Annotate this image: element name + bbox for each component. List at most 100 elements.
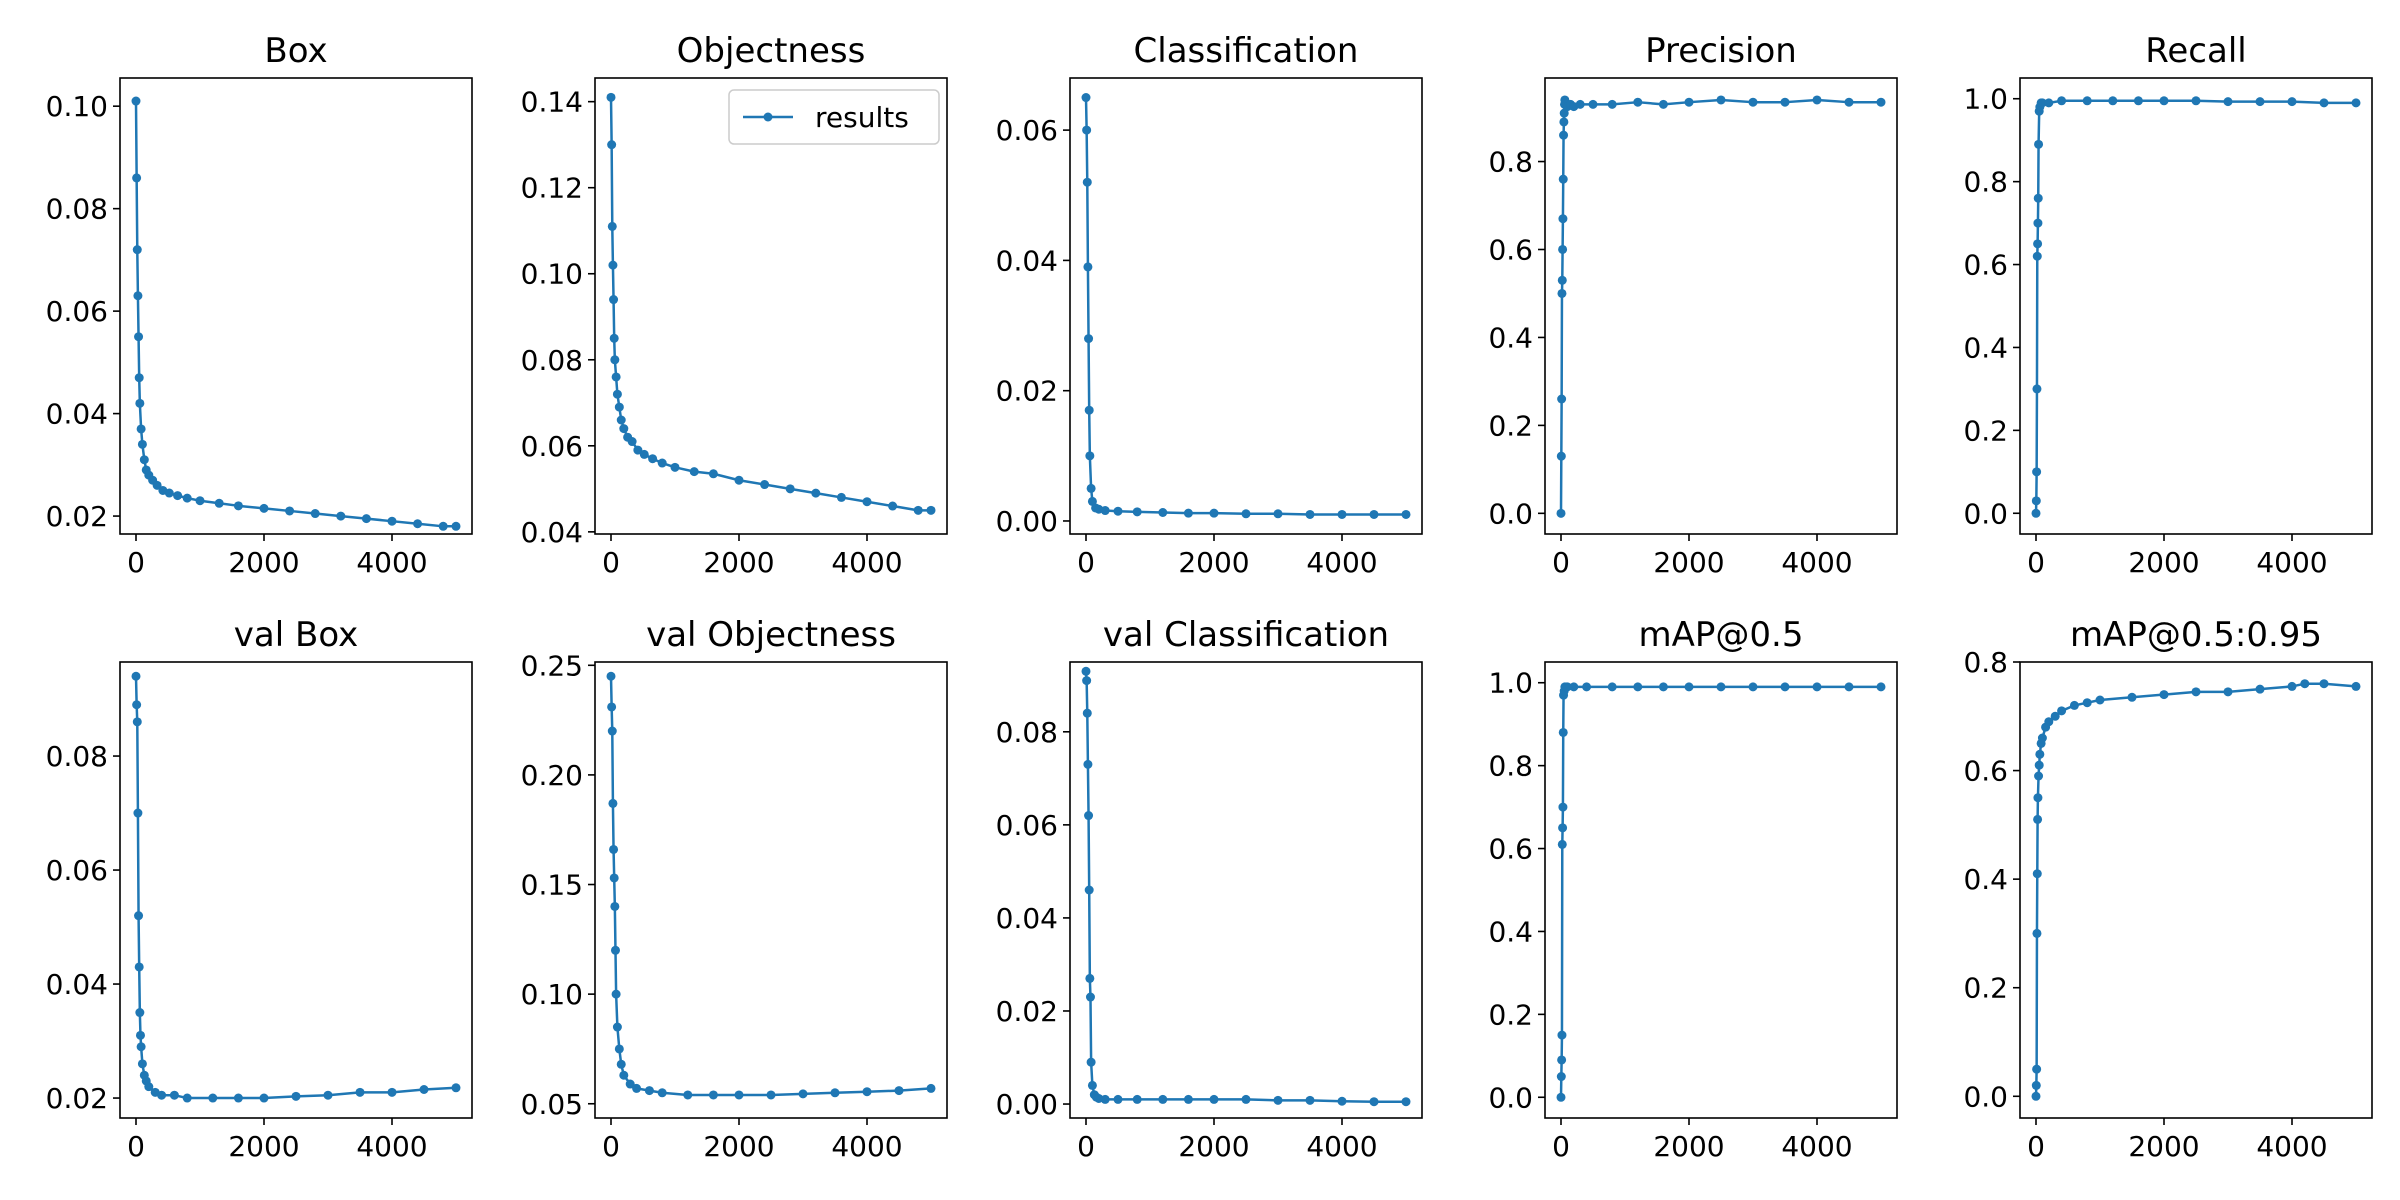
data-point: [1557, 394, 1567, 404]
x-tick-label: 2000: [2128, 1130, 2199, 1163]
data-point: [135, 1008, 145, 1018]
data-point: [619, 1070, 629, 1080]
data-point: [131, 96, 141, 106]
data-point: [1557, 288, 1567, 298]
data-point: [607, 702, 617, 712]
y-tick-label: 0.10: [46, 90, 108, 123]
y-tick-label: 0.02: [46, 1082, 108, 1115]
data-point: [1085, 451, 1095, 461]
data-point: [683, 1090, 693, 1100]
y-tick-label: 0.8: [1963, 166, 2008, 199]
x-tick-label: 2000: [228, 1130, 299, 1163]
data-point: [612, 1022, 622, 1032]
data-point: [616, 415, 626, 425]
data-point: [2108, 96, 2118, 106]
y-tick-label: 0.6: [1963, 249, 2008, 282]
subplot-val-objectness: val Objectness 0 2000 4000 0.05 0.10 0.15 0.20 0…: [521, 615, 948, 1163]
data-point: [2255, 97, 2265, 107]
data-point: [1369, 509, 1379, 519]
data-point: [169, 1090, 179, 1100]
data-point: [1183, 508, 1193, 518]
y-tick-label: 0.0: [1488, 1081, 1533, 1114]
x-tick-label: 0: [602, 546, 620, 579]
axes-frame: [1544, 661, 1898, 1119]
data-point: [607, 221, 617, 231]
series-results: [1556, 95, 1886, 518]
data-point: [1113, 1094, 1123, 1104]
data-point: [1081, 93, 1091, 103]
data-point: [926, 1083, 936, 1093]
data-point: [1558, 244, 1568, 254]
data-point: [1083, 262, 1093, 272]
data-point: [609, 844, 619, 854]
data-point: [2032, 251, 2042, 261]
x-tick-label: 2000: [1178, 1130, 1249, 1163]
data-point: [1812, 95, 1822, 105]
x-tick-label: 4000: [356, 1130, 427, 1163]
subplot-title: val Box: [234, 615, 358, 655]
data-point: [648, 454, 658, 464]
data-point: [2300, 679, 2310, 689]
y-tick-label: 0.10: [521, 258, 583, 291]
series-results: [1081, 666, 1411, 1107]
data-point: [1132, 507, 1142, 517]
data-point: [606, 92, 616, 102]
data-point: [137, 439, 147, 449]
data-point: [2031, 496, 2041, 506]
y-tick-label: 0.4: [1488, 321, 1533, 354]
x-tick-label: 4000: [1781, 1130, 1852, 1163]
data-point: [2031, 508, 2041, 518]
data-point: [132, 700, 142, 710]
y-tick-label: 0.06: [996, 809, 1058, 842]
data-point: [1559, 117, 1569, 127]
data-point: [164, 488, 174, 498]
data-point: [657, 458, 667, 468]
data-point: [1557, 1055, 1567, 1065]
data-point: [625, 1079, 635, 1089]
data-point: [760, 480, 770, 490]
y-tick-label: 0.08: [46, 193, 108, 226]
data-point: [1158, 1094, 1168, 1104]
x-tick-label: 4000: [2256, 1130, 2327, 1163]
data-point: [2351, 98, 2361, 108]
data-point: [2159, 690, 2169, 700]
data-point: [888, 501, 898, 511]
y-tick-label: 0.08: [46, 740, 108, 773]
data-point: [1575, 99, 1585, 109]
data-point: [2033, 218, 2043, 228]
data-point: [291, 1091, 301, 1101]
y-tick-label: 0.0: [1963, 1080, 2008, 1113]
data-point: [616, 1059, 626, 1069]
series-results: [606, 671, 936, 1100]
subplot-map-0-5: mAP@0.5 0 2000 4000 0.0 0.2 0.4 0.6 0.8 1.0: [1488, 615, 1898, 1163]
x-tick-label: 4000: [2256, 546, 2327, 579]
x-tick-label: 0: [127, 1130, 145, 1163]
series-line: [609, 676, 932, 1097]
data-point: [830, 1088, 840, 1098]
subplot-classification: Classification 0 2000 4000 0.00 0.02 0.04 0.06: [996, 31, 1423, 579]
x-tick-label: 2000: [1178, 546, 1249, 579]
y-tick-label: 0.00: [996, 505, 1058, 538]
data-point: [1305, 509, 1315, 519]
data-point: [208, 1093, 218, 1103]
data-point: [1569, 682, 1579, 692]
data-point: [214, 498, 224, 508]
data-point: [1082, 708, 1092, 718]
series-results: [131, 96, 461, 531]
data-point: [2223, 687, 2233, 697]
data-point: [2031, 1080, 2041, 1090]
data-point: [1084, 811, 1094, 821]
data-point: [1183, 1094, 1193, 1104]
x-tick-label: 4000: [1781, 546, 1852, 579]
data-point: [1113, 506, 1123, 516]
data-point: [1084, 405, 1094, 415]
data-point: [1100, 1094, 1110, 1104]
y-tick-label: 0.8: [1488, 750, 1533, 783]
y-tick-label: 0.04: [996, 902, 1058, 935]
data-point: [2082, 96, 2092, 106]
data-point: [195, 496, 205, 506]
series-results: [1081, 93, 1411, 519]
data-point: [1780, 97, 1790, 107]
data-point: [2037, 733, 2047, 743]
y-tick-label: 0.0: [1963, 497, 2008, 530]
